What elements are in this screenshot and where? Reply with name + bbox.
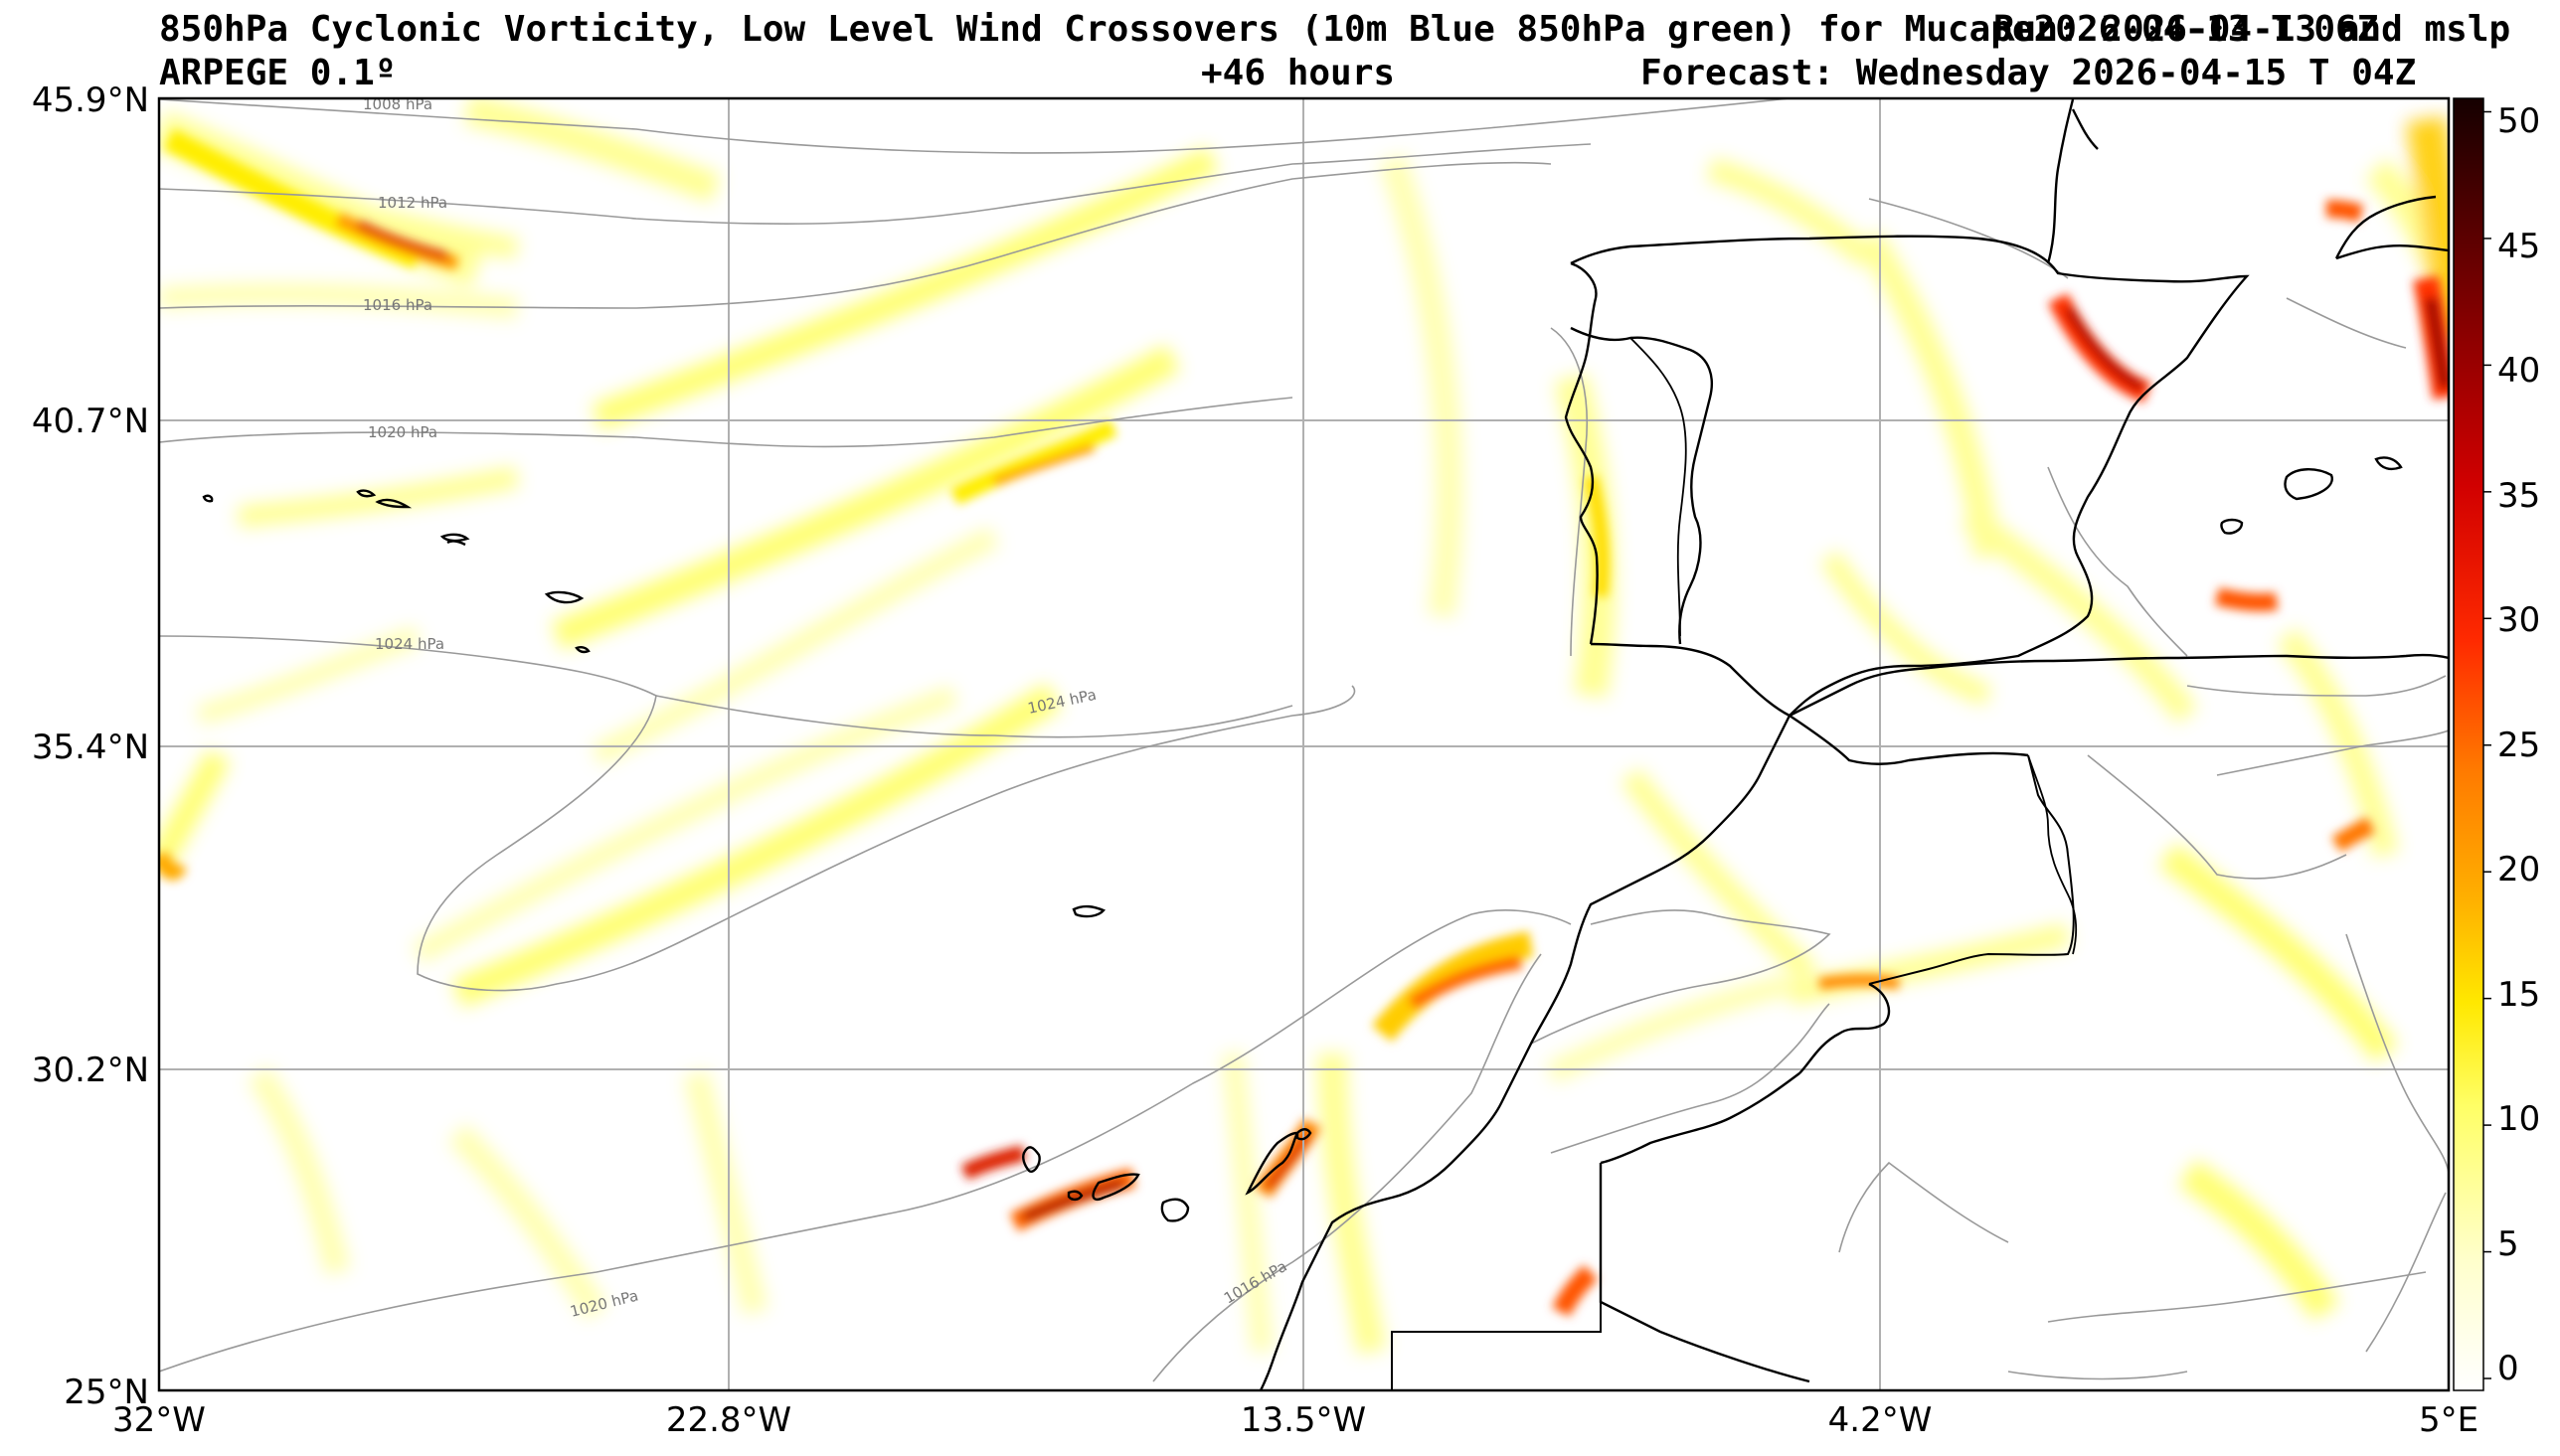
model-label: ARPEGE 0.1º — [159, 53, 397, 93]
latitude-labels: 45.9°N 40.7°N 35.4°N 30.2°N 25°N — [32, 81, 149, 1412]
forecast-valid-label: Forecast: Wednesday 2026-04-15 T 04Z — [1640, 53, 2417, 93]
colorbar-tick-label: 40 — [2497, 351, 2540, 391]
colorbar-tick-label: 45 — [2497, 227, 2540, 266]
lon-label: 4.2°W — [1828, 1400, 1933, 1440]
colorbar-tick-label: 5 — [2497, 1224, 2519, 1264]
graticule — [159, 98, 2449, 1390]
isobar-label: 1016 hPa — [363, 296, 432, 314]
lat-label: 30.2°N — [32, 1051, 149, 1090]
isobar-label: 1020 hPa — [368, 423, 437, 441]
longitude-labels: 32°W 22.8°W 13.5°W 4.2°W 5°E — [112, 1400, 2478, 1440]
isobars — [159, 98, 2449, 1382]
lon-label: 5°E — [2419, 1400, 2478, 1440]
lon-label: 32°W — [112, 1400, 206, 1440]
lat-label: 35.4°N — [32, 728, 149, 767]
lead-time-label: +46 hours — [1201, 53, 1396, 93]
lat-label: 25°N — [64, 1373, 149, 1412]
lon-label: 22.8°W — [666, 1400, 791, 1440]
lon-label: 13.5°W — [1241, 1400, 1366, 1440]
colorbar-tick-label: 35 — [2497, 476, 2540, 516]
coastlines — [202, 98, 2449, 1390]
colorbar-scale — [2453, 97, 2484, 1391]
colorbar-tick-label: 50 — [2497, 101, 2540, 141]
colorbar-tick-label: 30 — [2497, 600, 2540, 640]
colorbar-tick-label: 15 — [2497, 975, 2540, 1015]
map-frame — [157, 96, 2451, 1392]
vorticity-cores — [159, 129, 2449, 1317]
isobar-label: 1008 hPa — [363, 95, 432, 113]
colorbar-tick-label: 10 — [2497, 1099, 2540, 1139]
colorbar-tick-labels: 0 5 10 15 20 25 30 35 40 45 50 — [2497, 101, 2540, 1388]
colorbar-tick-label: 20 — [2497, 850, 2540, 890]
country-borders — [1629, 337, 2078, 955]
lat-label: 40.7°N — [32, 402, 149, 441]
isobar-label: 1024 hPa — [375, 635, 444, 653]
title-line-1: 850hPa Cyclonic Vorticity, Low Level Win… — [159, 9, 2379, 50]
colorbar-tick-label: 25 — [2497, 726, 2540, 765]
colorbar: 0 5 10 15 20 25 30 35 40 45 50 — [2453, 97, 2540, 1391]
run-overlap-text: Run: 2026-04-13 and mslp — [1993, 9, 2511, 50]
colorbar-tick-label: 0 — [2497, 1349, 2519, 1388]
map-area: 1008 hPa 1012 hPa 1016 hPa 1020 hPa 1024… — [159, 95, 2449, 1390]
lat-label: 45.9°N — [32, 81, 149, 120]
isobar-label: 1012 hPa — [378, 194, 447, 212]
